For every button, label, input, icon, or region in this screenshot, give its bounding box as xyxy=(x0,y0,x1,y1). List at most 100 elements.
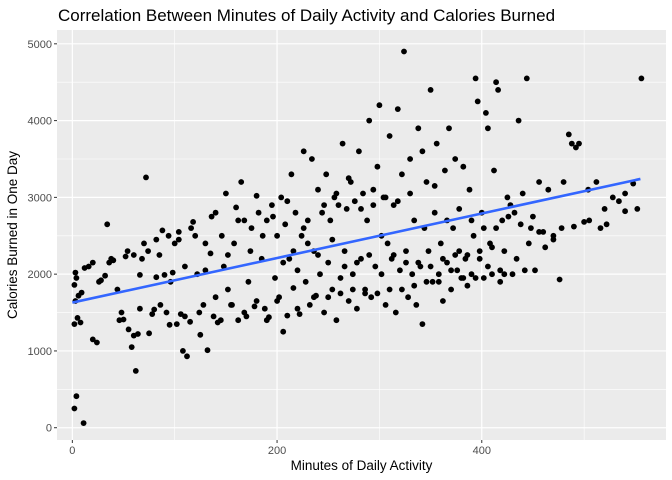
data-point xyxy=(450,225,456,232)
data-point xyxy=(511,209,518,216)
data-point xyxy=(329,286,336,293)
data-point xyxy=(435,271,442,278)
data-point xyxy=(143,174,149,181)
data-point xyxy=(159,227,166,234)
data-point xyxy=(386,133,393,139)
data-point xyxy=(223,190,229,197)
data-point xyxy=(182,263,188,270)
data-point xyxy=(368,294,375,301)
data-point xyxy=(102,272,108,279)
data-point xyxy=(472,75,479,82)
data-point xyxy=(464,252,471,258)
data-point xyxy=(504,194,511,201)
data-point xyxy=(593,179,600,185)
data-point xyxy=(337,275,344,281)
data-point xyxy=(472,275,479,281)
data-point xyxy=(335,202,342,209)
data-point xyxy=(284,198,291,205)
data-point xyxy=(288,171,295,178)
data-point xyxy=(423,179,430,185)
data-point xyxy=(536,229,542,235)
data-point xyxy=(323,171,330,178)
data-point xyxy=(166,321,173,328)
data-point xyxy=(104,221,111,228)
data-point xyxy=(261,305,268,312)
data-point xyxy=(229,302,235,308)
data-point xyxy=(407,156,413,162)
data-point xyxy=(270,213,276,220)
y-tick-label: 5000 xyxy=(28,39,52,51)
plot-panel xyxy=(57,30,666,440)
x-tick-label: 200 xyxy=(268,445,286,457)
data-point xyxy=(452,156,459,162)
data-point xyxy=(530,213,536,220)
data-point xyxy=(542,244,549,251)
data-point xyxy=(571,223,577,230)
data-point xyxy=(495,87,501,93)
data-point xyxy=(464,282,471,289)
data-point xyxy=(225,252,231,258)
data-point xyxy=(128,344,135,350)
data-point xyxy=(263,217,270,224)
data-point xyxy=(71,282,78,288)
data-point xyxy=(419,321,426,327)
data-point xyxy=(356,148,362,155)
data-point xyxy=(280,259,287,266)
data-point xyxy=(78,289,85,296)
y-tick-label: 4000 xyxy=(28,116,52,128)
data-point xyxy=(130,252,137,258)
data-point xyxy=(329,236,336,243)
data-point xyxy=(364,217,370,224)
data-point xyxy=(77,319,84,326)
data-point xyxy=(540,229,547,235)
data-point xyxy=(175,236,182,243)
data-point xyxy=(319,209,325,216)
data-point xyxy=(358,206,364,212)
data-point xyxy=(354,305,360,312)
data-point xyxy=(108,255,115,262)
data-point xyxy=(427,87,434,93)
data-point xyxy=(85,263,92,270)
data-point xyxy=(425,248,432,255)
data-point xyxy=(327,217,334,224)
data-point xyxy=(153,274,160,281)
data-point xyxy=(300,225,307,232)
data-point xyxy=(446,125,452,132)
y-tick-label: 0 xyxy=(46,423,52,435)
data-point xyxy=(491,167,497,174)
data-point xyxy=(536,179,542,185)
data-point xyxy=(89,336,96,343)
data-point xyxy=(321,309,327,316)
data-point xyxy=(235,317,242,324)
data-point xyxy=(545,186,552,193)
data-point xyxy=(366,117,373,124)
data-point xyxy=(476,248,483,255)
data-point xyxy=(415,259,422,266)
data-point xyxy=(345,298,352,304)
data-point xyxy=(149,311,156,317)
data-point xyxy=(493,79,499,86)
data-point xyxy=(171,240,178,247)
data-point xyxy=(282,221,289,228)
data-point xyxy=(235,217,242,224)
data-point xyxy=(304,217,311,224)
data-point xyxy=(435,278,442,285)
data-point xyxy=(272,275,278,281)
data-point xyxy=(448,286,454,293)
data-point xyxy=(366,252,373,258)
data-point xyxy=(419,148,426,155)
data-point xyxy=(470,232,477,239)
data-point xyxy=(245,278,252,285)
data-point xyxy=(448,267,454,274)
data-point xyxy=(247,248,254,255)
data-point xyxy=(212,294,219,301)
data-point xyxy=(94,339,100,346)
x-axis-ticks: 0 200 400 xyxy=(69,440,491,457)
data-point xyxy=(208,213,215,220)
data-point xyxy=(71,405,78,412)
data-point xyxy=(241,217,248,224)
data-point xyxy=(255,209,262,216)
data-point xyxy=(118,309,125,316)
data-point xyxy=(392,309,399,316)
data-point xyxy=(437,240,444,247)
